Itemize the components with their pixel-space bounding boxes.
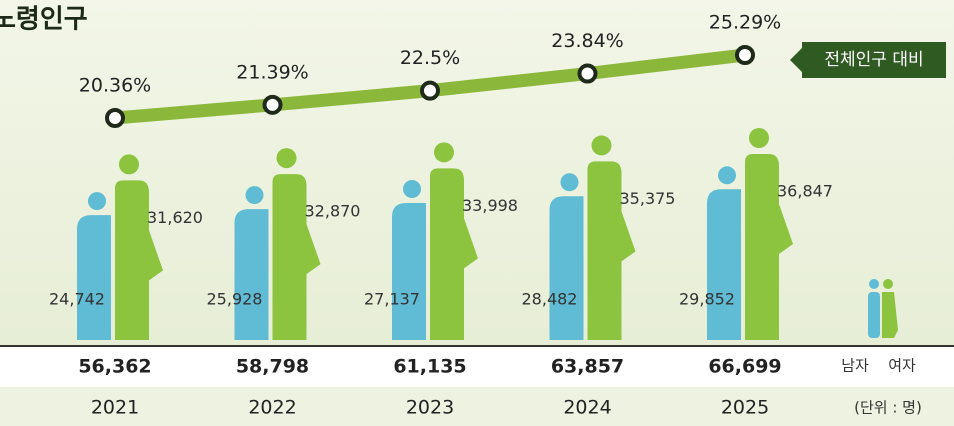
male-head (403, 180, 421, 199)
female-value-label: 35,375 (620, 189, 676, 208)
female-value-label: 31,620 (147, 208, 203, 227)
male-value-label: 24,742 (49, 290, 105, 309)
year-label: 2024 (563, 397, 611, 419)
female-head (434, 142, 454, 163)
legend-label: 전체인구 대비 (824, 50, 923, 70)
female-head (119, 154, 139, 175)
line-value-label: 23.84% (551, 30, 623, 52)
female-value-label: 33,998 (462, 196, 518, 215)
female-head (591, 135, 612, 156)
legend-box (790, 42, 946, 78)
line-marker (735, 45, 755, 65)
line-legend: 전체인구 대비 (790, 42, 946, 78)
female-bar (587, 161, 636, 340)
female-head (276, 148, 297, 169)
total-label: 61,135 (393, 356, 466, 378)
male-bar (77, 215, 111, 340)
years-band (0, 387, 954, 426)
female-bar (745, 154, 793, 340)
total-label: 58,798 (236, 356, 309, 378)
male-bar (392, 203, 426, 340)
line-marker (577, 63, 598, 84)
line-value-label: 22.5% (400, 47, 460, 69)
line-value-label: 25.29% (709, 12, 781, 34)
female-value-label: 36,847 (777, 182, 833, 201)
male-head (88, 192, 106, 211)
male-value-label: 28,482 (522, 290, 578, 309)
male-value-label: 29,852 (679, 290, 735, 309)
sex-legend-icon (868, 279, 898, 338)
line-value-label: 21.39% (236, 61, 308, 83)
year-label: 2022 (248, 397, 296, 419)
male-head (245, 186, 264, 205)
unit-label: (단위 : 명) (854, 399, 922, 417)
line-marker (420, 80, 440, 101)
total-label: 66,699 (708, 356, 781, 378)
year-label: 2023 (406, 397, 454, 419)
female-bar (115, 180, 163, 340)
legend-male: 남자 (841, 357, 869, 375)
male-bar (234, 209, 269, 340)
year-label: 2025 (721, 397, 769, 419)
female-bar (272, 174, 321, 340)
line-value-label: 20.36% (79, 75, 151, 97)
male-bar (549, 196, 584, 340)
male-head (560, 173, 579, 192)
male-value-label: 25,928 (207, 290, 263, 309)
female-bar (430, 168, 478, 340)
total-label: 56,362 (78, 356, 151, 378)
male-bar (707, 189, 741, 340)
chart-title: 노령인구 (0, 5, 88, 35)
male-head (718, 166, 736, 185)
male-value-label: 27,137 (364, 290, 420, 309)
line-marker (105, 108, 125, 128)
female-head (749, 128, 769, 148)
total-label: 63,857 (551, 356, 624, 378)
totals-band (0, 347, 954, 387)
legend-female: 여자 (888, 357, 916, 375)
female-value-label: 32,870 (305, 202, 361, 221)
year-label: 2021 (91, 397, 139, 419)
line-marker (262, 94, 283, 115)
